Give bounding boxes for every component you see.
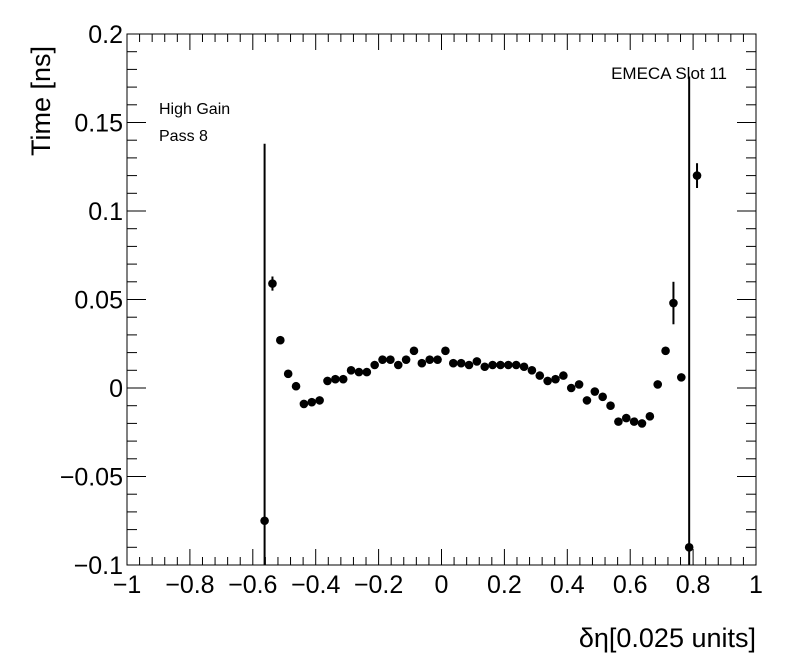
- x-tick-label: 0.2: [487, 571, 522, 599]
- x-tick-label: 0.8: [676, 571, 711, 599]
- data-point: [661, 346, 670, 356]
- data-point: [480, 362, 490, 372]
- data-point: [307, 397, 317, 407]
- axis-ticks: [126, 33, 757, 566]
- y-tick-label: 0.05: [74, 287, 123, 315]
- data-point: [433, 355, 442, 364]
- data-point: [606, 401, 615, 411]
- data-point: [268, 279, 277, 288]
- y-tick-label: −0.05: [60, 464, 123, 492]
- x-tick-label: 0.6: [613, 571, 648, 599]
- data-point: [692, 171, 702, 180]
- x-tick-label: 0.4: [550, 571, 585, 599]
- x-tick-label: 0: [435, 571, 449, 599]
- data-point: [582, 396, 592, 405]
- data-point: [417, 358, 427, 368]
- y-tick-label: 0.1: [88, 198, 123, 226]
- axis-tick-labels: −1 −0.8 −0.6 −0.4 −0.2 0 0.2 0.4 0.6 0.8 1 −0.1 −0.0…: [60, 21, 763, 599]
- data-point: [323, 376, 332, 386]
- x-tick-label: −1: [113, 571, 142, 599]
- data-point: [488, 360, 497, 370]
- data-point: [346, 366, 356, 375]
- gain-label: High Gain: [159, 101, 230, 118]
- data-point: [574, 380, 584, 389]
- x-tick-label: 1: [749, 571, 763, 599]
- x-tick-label: −0.8: [165, 571, 214, 599]
- slot-label: EMECA Slot 11: [611, 64, 727, 83]
- data-point: [425, 355, 435, 364]
- data-point: [338, 374, 348, 384]
- data-point: [291, 381, 301, 391]
- data-point: [464, 360, 474, 370]
- data-point: [669, 298, 678, 308]
- y-tick-label: −0.1: [74, 552, 123, 580]
- data-point: [677, 373, 686, 382]
- data-point: [354, 367, 364, 377]
- data-point: [543, 376, 552, 386]
- data-point: [637, 419, 647, 428]
- data-point: [362, 367, 372, 377]
- x-tick-label: −0.6: [228, 571, 277, 599]
- data-point: [684, 543, 694, 552]
- data-point: [653, 380, 663, 389]
- data-point: [504, 360, 513, 370]
- data-point: [645, 412, 655, 421]
- data-point: [260, 516, 269, 526]
- data-point: [393, 360, 403, 370]
- data-point: [448, 358, 458, 368]
- data-point: [370, 360, 379, 370]
- data-point: [315, 396, 324, 405]
- data-point: [535, 371, 545, 380]
- data-points: [260, 76, 702, 565]
- data-point: [559, 371, 568, 380]
- pass-label: Pass 8: [159, 128, 208, 145]
- data-point: [401, 355, 411, 364]
- data-point: [598, 392, 607, 402]
- y-tick-label: 0.2: [88, 21, 123, 49]
- data-point: [283, 369, 293, 379]
- data-point: [511, 360, 521, 370]
- x-tick-label: −0.4: [291, 571, 340, 599]
- data-point: [621, 413, 631, 423]
- data-point: [566, 383, 576, 393]
- data-point: [590, 387, 600, 396]
- data-point: [614, 417, 623, 426]
- data-point: [551, 374, 560, 384]
- data-point: [527, 366, 537, 375]
- data-point: [472, 357, 482, 366]
- data-point: [386, 355, 395, 364]
- data-point: [441, 346, 450, 356]
- x-axis-title: δη[0.025 units]: [579, 623, 756, 653]
- data-point: [519, 362, 529, 372]
- y-tick-label: 0: [109, 375, 123, 403]
- data-point: [299, 399, 309, 409]
- data-point: [331, 374, 340, 384]
- data-point: [409, 346, 419, 356]
- x-tick-label: −0.2: [354, 571, 403, 599]
- y-tick-label: 0.15: [74, 110, 123, 138]
- data-point: [496, 360, 505, 370]
- data-point: [378, 355, 387, 364]
- data-point: [276, 335, 285, 345]
- data-point: [456, 358, 466, 368]
- y-axis-title: Time [ns]: [26, 46, 56, 156]
- data-point: [629, 417, 639, 426]
